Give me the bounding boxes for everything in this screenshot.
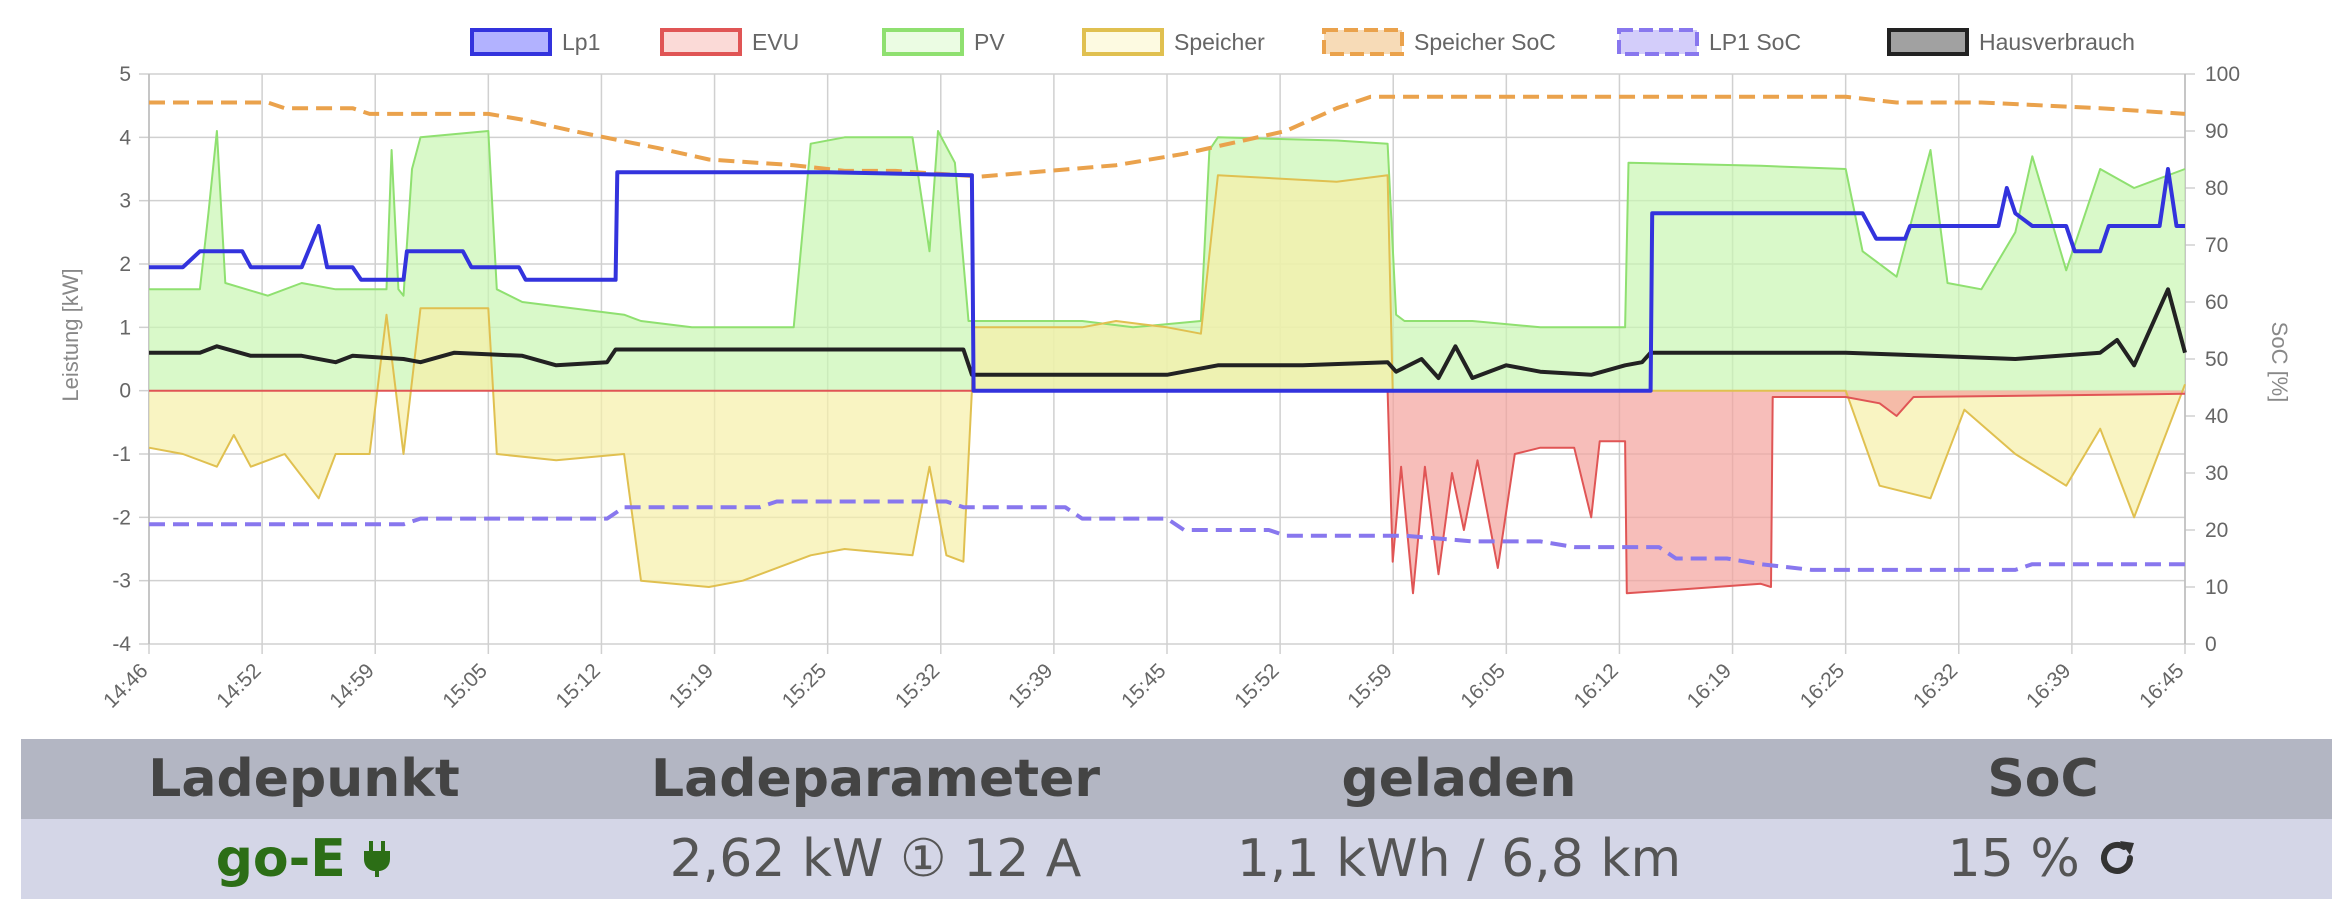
legend-label: Speicher: [1174, 29, 1265, 55]
y-tick-label: 5: [119, 63, 131, 86]
x-tick-label: 16:45: [2135, 659, 2188, 712]
legend-item-evu[interactable]: EVU: [660, 28, 799, 56]
table-header: Ladepunkt Ladeparameter geladen SoC: [21, 739, 2332, 819]
y2-tick-label: 70: [2205, 234, 2228, 257]
header-ladepunkt: Ladepunkt: [148, 749, 460, 809]
y2-tick-label: 0: [2205, 633, 2217, 656]
y-tick-label: 2: [119, 253, 131, 276]
chart-lines: [148, 94, 2187, 595]
y-tick-label: 4: [119, 126, 131, 149]
legend-item-pv[interactable]: PV: [882, 28, 1005, 56]
x-tick-label: 15:32: [891, 659, 944, 712]
series-line-lp1-soc: [149, 499, 2185, 572]
y2-tick-label: 20: [2205, 519, 2228, 542]
y-tick-label: -4: [112, 633, 131, 656]
y2-tick-label: 40: [2205, 405, 2228, 428]
y2-tick-label: 10: [2205, 576, 2228, 599]
soc-cell: 15 %: [1754, 819, 2332, 899]
y2-tick-label: 30: [2205, 462, 2228, 485]
legend-item-speicher-soc[interactable]: Speicher SoC: [1322, 28, 1556, 56]
legend-label: Speicher SoC: [1414, 29, 1556, 55]
series-line-speicher-soc: [149, 94, 2186, 179]
x-tick-label: 15:45: [1117, 659, 1170, 712]
refresh-icon[interactable]: [2096, 822, 2138, 902]
y2-tick-label: 80: [2205, 177, 2228, 200]
x-tick-label: 16:39: [2022, 659, 2075, 712]
legend-label: LP1 SoC: [1709, 29, 1801, 55]
legend-swatch: [1617, 28, 1699, 56]
legend-label: PV: [974, 29, 1005, 55]
x-tick-label: 15:59: [1343, 659, 1396, 712]
x-tick-label: 15:05: [438, 659, 491, 712]
series-line-hausverbrauch: [149, 287, 2187, 380]
y2-tick-label: 60: [2205, 291, 2228, 314]
chart-areas: [149, 131, 2185, 594]
ladepunkt-name[interactable]: go-E: [215, 829, 346, 889]
x-tick-label: 15:19: [665, 659, 718, 712]
x-tick-label: 16:12: [1570, 659, 1623, 712]
x-tick-label: 15:25: [778, 659, 831, 712]
legend-item-lp1[interactable]: Lp1: [470, 28, 600, 56]
legend-label: EVU: [752, 29, 799, 55]
legend-label: Lp1: [562, 29, 600, 55]
y-axis-title: Leistung [kW]: [58, 268, 83, 401]
x-tick-label: 15:39: [1004, 659, 1057, 712]
legend-item-speicher[interactable]: Speicher: [1082, 28, 1265, 56]
y-tick-label: 1: [119, 316, 131, 339]
x-tick-label: 16:25: [1796, 659, 1849, 712]
ladeparameter-value: 2,62 kW ① 12 A: [669, 829, 1082, 889]
x-tick-label: 15:12: [552, 659, 605, 712]
legend-swatch: [660, 28, 742, 56]
series-line-pv: [149, 130, 2186, 329]
series-area-pv: [149, 131, 2185, 391]
series-line-lp1: [149, 167, 2185, 393]
series-line-evu: [149, 389, 2186, 595]
soc-value: 15 %: [1947, 829, 2080, 889]
table-row[interactable]: go-E 2,62 kW ① 12 A 1,1 kWh / 6,8 km 15 …: [21, 819, 2332, 899]
header-geladen: geladen: [1341, 749, 1577, 809]
x-tick-label: 14:59: [325, 659, 378, 712]
series-area-evu: [149, 390, 2185, 594]
geladen-value: 1,1 kWh / 6,8 km: [1236, 829, 1682, 889]
x-tick-label: 16:19: [1683, 659, 1736, 712]
legend-item-hausverbrauch[interactable]: Hausverbrauch: [1887, 28, 2135, 56]
legend-label: Hausverbrauch: [1979, 29, 2135, 55]
ladepunkt-table: Ladepunkt Ladeparameter geladen SoC go-E…: [21, 739, 2332, 899]
header-ladeparameter: Ladeparameter: [651, 749, 1100, 809]
y2-tick-label: 100: [2205, 63, 2240, 86]
y-tick-label: -3: [112, 570, 131, 593]
x-tick-label: 16:05: [1456, 659, 1509, 712]
y2-tick-label: 50: [2205, 348, 2228, 371]
legend-item-lp1-soc[interactable]: LP1 SoC: [1617, 28, 1801, 56]
x-tick-label: 14:52: [212, 659, 265, 712]
legend-swatch: [1322, 28, 1404, 56]
power-chart: Lp1 EVU PV Speicher Speicher SoC LP1 SoC Hausv…: [58, 28, 2292, 713]
legend-swatch: [1082, 28, 1164, 56]
y-tick-label: -2: [112, 506, 131, 529]
x-tick-label: 16:32: [1909, 659, 1962, 712]
series-line-speicher: [148, 174, 2186, 588]
ladepunkt-cell[interactable]: go-E: [21, 819, 587, 899]
y-tick-label: 3: [119, 190, 131, 213]
legend-swatch: [470, 28, 552, 56]
y-tick-label: 0: [119, 380, 131, 403]
header-soc: SoC: [1987, 749, 2099, 809]
x-tick-label: 15:52: [1230, 659, 1283, 712]
y2-axis-title: SoC [%]: [2267, 322, 2292, 403]
chart-legend[interactable]: Lp1 EVU PV Speicher Speicher SoC LP1 SoC Hausv…: [470, 28, 2135, 56]
legend-swatch: [1887, 28, 1969, 56]
y2-tick-label: 90: [2205, 120, 2228, 143]
y-tick-label: -1: [112, 443, 131, 466]
legend-swatch: [882, 28, 964, 56]
plug-icon: [362, 822, 392, 902]
x-tick-label: 14:46: [99, 659, 152, 712]
series-area-speicher: [149, 175, 2185, 588]
